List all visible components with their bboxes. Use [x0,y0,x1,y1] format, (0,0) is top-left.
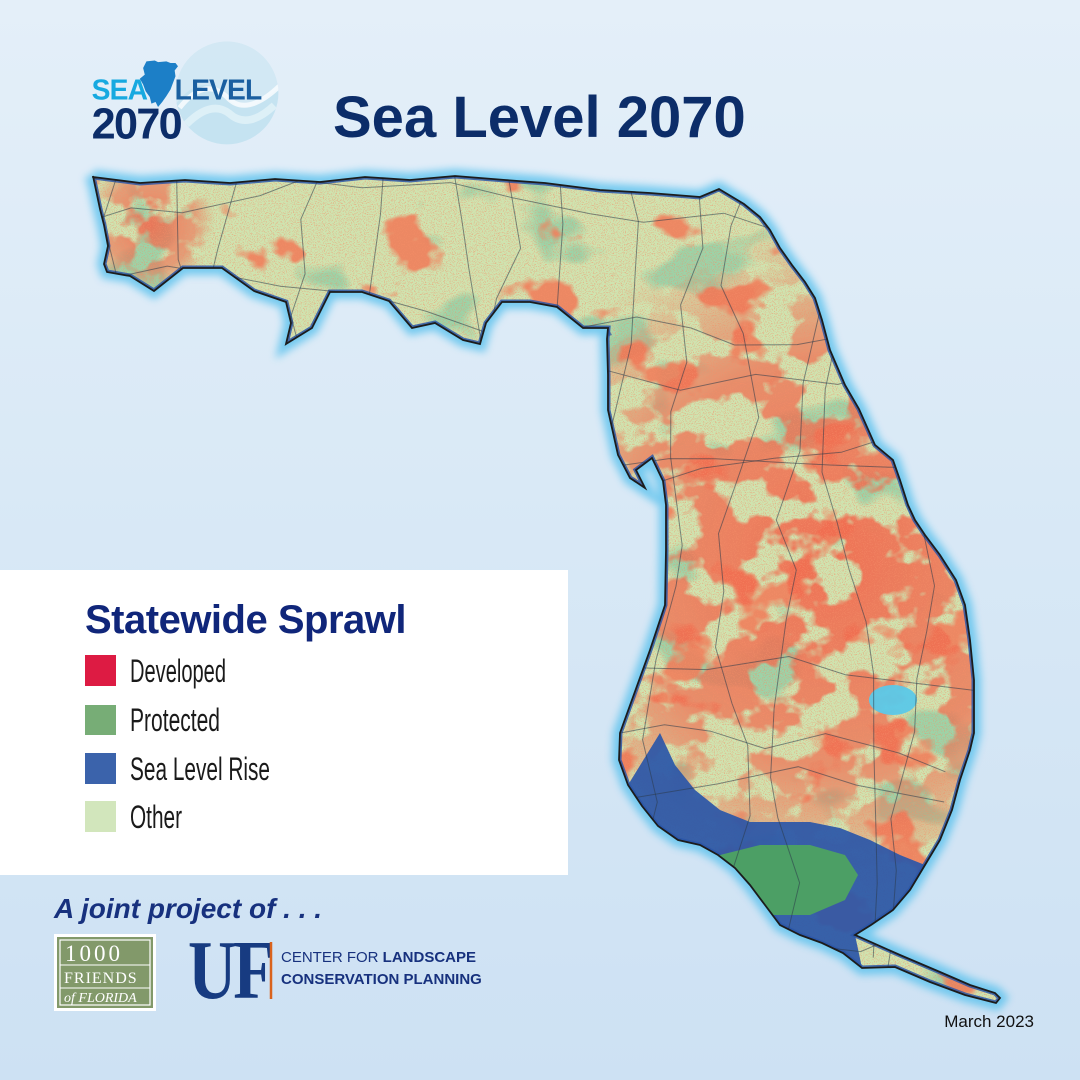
svg-text:A joint project of . . .: A joint project of . . . [53,893,322,924]
svg-text:of FLORIDA: of FLORIDA [64,991,137,1006]
svg-text:Other: Other [130,799,182,835]
svg-text:FRIENDS: FRIENDS [64,970,138,987]
svg-text:Sea Level Rise: Sea Level Rise [130,751,270,787]
svg-text:March 2023: March 2023 [944,1012,1034,1031]
svg-text:1000: 1000 [65,941,123,966]
svg-text:2070: 2070 [92,101,182,149]
svg-text:Sea Level 2070: Sea Level 2070 [333,85,746,150]
svg-text:Protected: Protected [130,702,220,738]
svg-text:UF: UF [188,924,271,1017]
svg-text:Statewide Sprawl: Statewide Sprawl [85,598,406,642]
svg-text:LEVEL: LEVEL [175,74,262,106]
svg-text:CENTER FOR LANDSCAPE: CENTER FOR LANDSCAPE [281,949,476,966]
svg-text:Developed: Developed [130,653,226,689]
svg-text:CONSERVATION PLANNING: CONSERVATION PLANNING [281,971,482,988]
